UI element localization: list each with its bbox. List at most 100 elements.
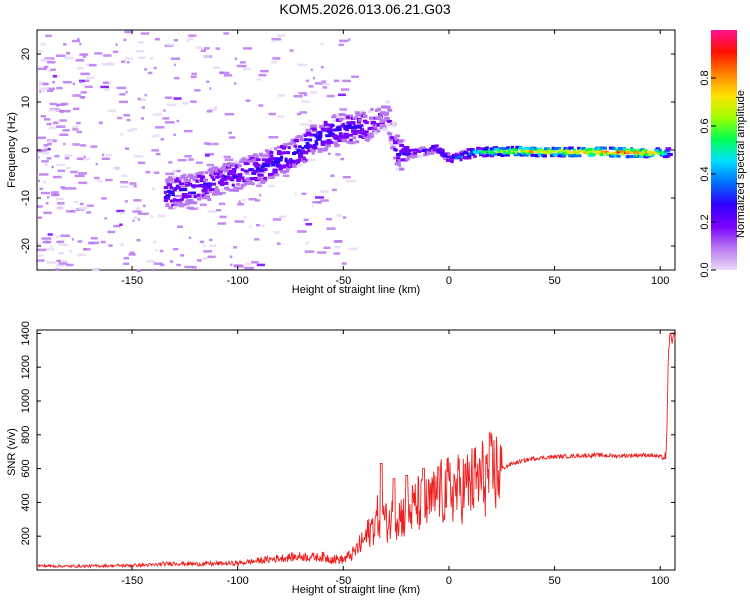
noise-speckle <box>120 181 129 184</box>
ridge-cell <box>367 132 373 136</box>
ridge-cell <box>571 154 577 158</box>
ridge-cell <box>344 128 349 132</box>
noise-speckle <box>79 53 89 56</box>
noise-speckle <box>101 197 107 200</box>
noise-speckle <box>153 262 163 265</box>
noise-speckle <box>83 155 86 159</box>
ridge-cell <box>414 154 418 158</box>
ridge-cell <box>595 151 600 155</box>
noise-speckle <box>103 54 112 57</box>
noise-speckle <box>299 111 307 114</box>
noise-speckle <box>188 158 194 161</box>
noise-speckle <box>348 247 358 251</box>
noise-speckle <box>129 182 137 185</box>
ridge-cell <box>197 197 202 201</box>
ridge-cell <box>273 147 277 151</box>
ridge-cell <box>213 166 218 170</box>
noise-speckle <box>76 157 84 161</box>
colorbar-tick-label: 0.8 <box>699 70 711 85</box>
ridge-cell <box>412 151 418 155</box>
ridge-cell <box>444 152 450 156</box>
noise-speckle <box>118 100 128 104</box>
noise-speckle <box>155 152 161 156</box>
ridge-cell <box>455 156 459 160</box>
ridge-cell <box>639 154 644 158</box>
ridge-cell <box>213 190 218 194</box>
ridge-cell <box>491 153 495 157</box>
ridge-cell <box>317 149 323 153</box>
noise-speckle <box>39 80 42 83</box>
noise-speckle <box>55 207 63 210</box>
noise-speckle <box>121 60 126 63</box>
noise-speckle <box>146 260 156 263</box>
ridge-cell <box>287 142 294 146</box>
ridge-cell <box>230 162 236 166</box>
noise-speckle <box>42 58 51 62</box>
ridge-cell <box>636 152 640 156</box>
noise-speckle <box>334 245 341 249</box>
ridge-cell <box>521 147 526 151</box>
noise-speckle <box>108 81 112 85</box>
noise-speckle <box>56 235 60 239</box>
noise-speckle <box>153 268 156 272</box>
ridge-cell <box>385 112 389 115</box>
noise-speckle <box>43 211 52 215</box>
ridge-cell <box>213 171 219 175</box>
noise-speckle <box>321 80 327 83</box>
noise-speckle <box>165 172 175 176</box>
ridge-cell <box>331 123 335 127</box>
ridge-cell <box>614 148 620 152</box>
ridge-cell <box>355 140 360 144</box>
noise-speckle <box>159 249 164 253</box>
ridge-cell <box>178 177 182 181</box>
noise-speckle <box>83 248 91 251</box>
noise-speckle <box>319 190 329 193</box>
noise-speckle <box>215 209 222 212</box>
ridge-cell <box>180 175 185 179</box>
ridge-cell <box>316 137 320 141</box>
ridge-cell <box>270 176 275 179</box>
ridge-cell <box>577 146 581 150</box>
noise-speckle <box>342 79 351 83</box>
ridge-cell <box>337 139 343 142</box>
ridge-cell <box>538 153 544 157</box>
ridge-cell <box>236 177 241 181</box>
ridge-cell <box>236 178 242 182</box>
ridge-cell <box>275 163 280 167</box>
ridge-cell <box>293 151 300 155</box>
ridge-cell <box>565 147 571 151</box>
noise-speckle <box>70 209 73 213</box>
ridge-cell <box>230 170 237 174</box>
ridge-cell <box>399 139 405 143</box>
noise-speckle <box>279 215 286 219</box>
ridge-cell <box>352 122 356 126</box>
ridge-cell <box>349 138 353 142</box>
y-tick-label: 1000 <box>20 389 32 413</box>
ridge-cell <box>550 149 556 153</box>
ridge-cell <box>263 176 268 180</box>
noise-speckle <box>319 42 324 46</box>
noise-speckle <box>320 199 329 202</box>
noise-speckle <box>42 82 49 86</box>
noise-speckle <box>269 147 273 150</box>
ridge-cell <box>557 154 563 158</box>
ridge-cell <box>264 162 271 165</box>
ridge-cell <box>210 175 215 179</box>
noise-speckle <box>45 240 52 244</box>
noise-speckle <box>313 76 316 80</box>
noise-speckle <box>119 223 123 226</box>
ridge-cell <box>387 108 393 112</box>
noise-speckle <box>44 163 48 167</box>
ridge-cell <box>313 124 318 128</box>
ridge-cell <box>488 150 494 154</box>
noise-speckle <box>151 187 155 190</box>
ridge-cell <box>616 150 622 154</box>
colorbar-tick-label: 0.4 <box>699 166 711 181</box>
ridge-cell <box>331 128 335 132</box>
noise-speckle <box>273 231 280 234</box>
ridge-cell <box>201 194 206 198</box>
ridge-cell <box>261 164 268 168</box>
ridge-cell <box>207 189 213 193</box>
ridge-cell <box>249 177 255 181</box>
noise-speckle <box>102 81 110 84</box>
